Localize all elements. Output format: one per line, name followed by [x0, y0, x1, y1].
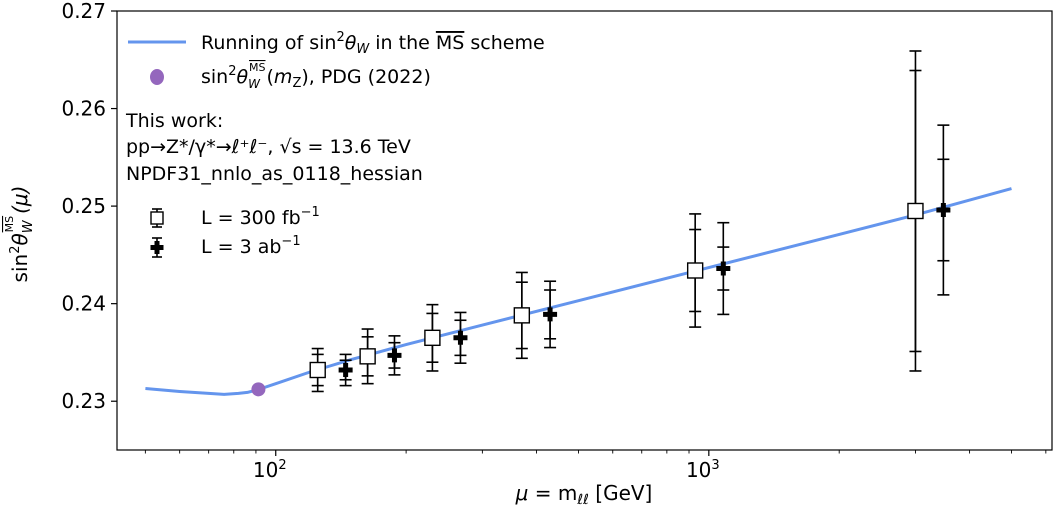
legend-3ab-label: L = 3 ab−1 [201, 234, 301, 258]
point-300fb [513, 307, 531, 324]
x-tick-label: 103 [686, 458, 720, 482]
point-300fb [309, 361, 326, 379]
x-ticks: 102 103 [144, 450, 1047, 482]
svg-text:sin2θWMS(μ): sin2θWMS(μ) [3, 186, 36, 283]
legend-pdg-marker [150, 69, 164, 85]
legend-pdg-label: sin2θWMS(mZ), PDG (2022) [201, 61, 431, 91]
point-300fb [907, 202, 924, 220]
legend-pdf-label: NPDF31_nnlo_as_0118_hessian [126, 163, 423, 185]
legend: Running of sin2θW in the MS scheme sin2θ… [125, 30, 545, 258]
legend-line-label: Running of sin2θW in the MS scheme [201, 30, 545, 57]
x-axis-label: μ = mℓℓ [GeV] [515, 481, 653, 508]
point-3ab [936, 203, 951, 218]
point-3ab [387, 348, 402, 363]
point-3ab [543, 307, 558, 322]
point-3ab [453, 330, 468, 345]
point-300fb [359, 348, 376, 365]
y-ticks: 0.23 0.24 0.25 0.26 0.27 [61, 0, 117, 413]
point-300fb [424, 329, 441, 347]
point-3ab [716, 261, 731, 276]
y-tick-label: 0.25 [61, 194, 106, 218]
legend-3ab-marker [150, 237, 164, 258]
y-tick-label: 0.24 [61, 292, 106, 316]
point-3ab [338, 363, 353, 378]
y-tick-label: 0.27 [61, 0, 106, 23]
y-tick-label: 0.23 [61, 389, 106, 413]
y-tick-label: 0.26 [61, 97, 106, 121]
legend-process-label: pp→Z*/γ*→ℓ⁺ℓ⁻, √s = 13.6 TeV [126, 136, 411, 158]
pdg-point [251, 382, 266, 397]
x-tick-label: 102 [253, 458, 287, 482]
data-points-layer [251, 50, 951, 397]
legend-300fb-marker [150, 208, 164, 228]
plot-frame [116, 10, 1053, 451]
point-300fb [686, 262, 704, 279]
legend-work-title: This work: [125, 110, 223, 132]
legend-300fb-label: L = 300 fb−1 [201, 205, 320, 229]
y-axis-label: sin2θWMS(μ) [3, 186, 36, 283]
